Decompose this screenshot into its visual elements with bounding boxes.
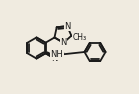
Text: NH: NH bbox=[50, 50, 63, 60]
Text: N: N bbox=[60, 38, 67, 47]
Text: CH₃: CH₃ bbox=[73, 33, 87, 42]
Text: N: N bbox=[64, 22, 70, 31]
Text: N: N bbox=[51, 54, 58, 63]
